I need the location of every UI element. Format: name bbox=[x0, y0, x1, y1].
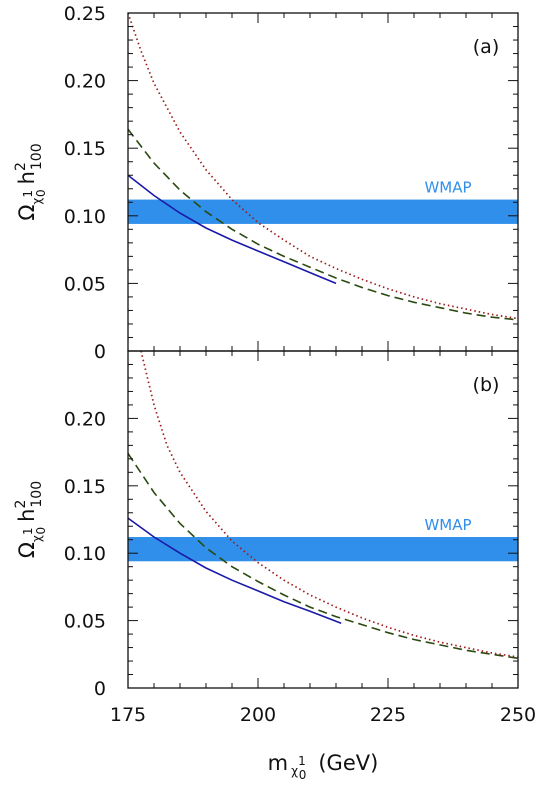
curves bbox=[128, 351, 518, 660]
x-tick-label: 250 bbox=[500, 704, 536, 726]
wmap-band bbox=[128, 537, 518, 562]
y-tick-label: 0.10 bbox=[64, 206, 106, 228]
series-dashed-curve bbox=[128, 128, 518, 321]
x-tick-label: 200 bbox=[240, 704, 276, 726]
series-dotted-curve bbox=[128, 13, 518, 320]
wmap-label: WMAP bbox=[424, 179, 471, 197]
x-title-m: m bbox=[268, 751, 288, 775]
y-title-hsup: 2 bbox=[13, 500, 29, 509]
x-title-sup: 1 bbox=[298, 754, 306, 768]
y-title-hsub: 100 bbox=[29, 143, 45, 170]
y-tick-label: 0.05 bbox=[64, 273, 106, 295]
series-solid-curve bbox=[128, 174, 337, 285]
y-tick-label: 0.20 bbox=[64, 408, 106, 430]
series-dashed-curve bbox=[128, 452, 518, 660]
y-tick-label: 0.15 bbox=[64, 476, 106, 498]
y-title-sup: 1 bbox=[21, 527, 35, 535]
y-title-chi: χ bbox=[30, 198, 44, 205]
y-axis-title: Ωχ10 h2100 bbox=[13, 481, 48, 558]
y-title-omega: Ω bbox=[15, 205, 39, 221]
y-axis-title: Ωχ10 h2100 bbox=[13, 143, 48, 220]
y-tick-label: 0.05 bbox=[64, 611, 106, 633]
y-tick-label: 0 bbox=[94, 341, 106, 363]
y-tick-label: 0 bbox=[94, 678, 106, 700]
x-title-sub2: 0 bbox=[299, 768, 307, 782]
series-dotted-curve bbox=[140, 351, 518, 658]
y-tick-label: 0.20 bbox=[64, 71, 106, 93]
y-title-h: h bbox=[15, 509, 39, 522]
panel-label: (a) bbox=[473, 36, 499, 58]
y-title-sub2: 0 bbox=[34, 189, 48, 197]
y-title-chi: χ bbox=[30, 535, 44, 542]
y-title-hsub: 100 bbox=[29, 481, 45, 508]
panel-frame bbox=[127, 350, 519, 689]
y-title-h: h bbox=[15, 171, 39, 184]
y-tick-label: 0.10 bbox=[64, 543, 106, 565]
curves bbox=[128, 13, 518, 321]
y-title-sup: 1 bbox=[21, 190, 35, 198]
y-title-omega: Ω bbox=[15, 542, 39, 558]
y-title-hsup: 2 bbox=[13, 162, 29, 171]
y-tick-label: 0.15 bbox=[64, 138, 106, 160]
panel-label: (b) bbox=[473, 374, 500, 396]
y-title-sub2: 0 bbox=[34, 527, 48, 535]
x-axis-title: m χ1 0 (GeV) bbox=[268, 751, 379, 782]
x-title-unit: (GeV) bbox=[318, 751, 378, 775]
x-tick-label: 225 bbox=[370, 704, 406, 726]
wmap-band bbox=[128, 199, 518, 224]
series-solid-curve bbox=[128, 517, 342, 625]
y-tick-label: 0.25 bbox=[64, 3, 106, 25]
x-title-chi: χ bbox=[291, 764, 298, 778]
x-tick-label: 175 bbox=[110, 704, 146, 726]
wmap-label: WMAP bbox=[424, 516, 471, 534]
